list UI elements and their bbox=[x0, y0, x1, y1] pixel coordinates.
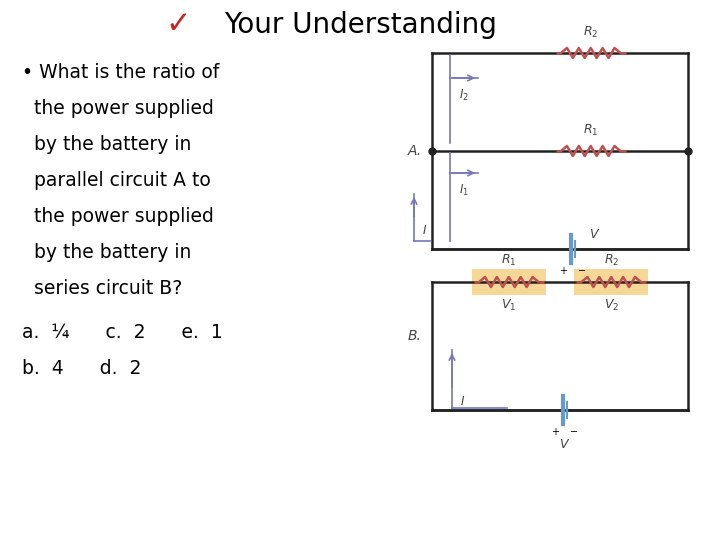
Text: $R_2$: $R_2$ bbox=[603, 253, 619, 268]
Text: $V$: $V$ bbox=[559, 438, 571, 451]
Text: $I_2$: $I_2$ bbox=[459, 88, 469, 103]
Text: Your Understanding: Your Understanding bbox=[224, 11, 496, 39]
Text: series circuit B?: series circuit B? bbox=[22, 279, 182, 298]
Text: by the battery in: by the battery in bbox=[22, 242, 192, 261]
Text: • What is the ratio of: • What is the ratio of bbox=[22, 63, 220, 82]
Text: parallel circuit A to: parallel circuit A to bbox=[22, 171, 211, 190]
Text: $I$: $I$ bbox=[422, 224, 427, 237]
Text: $R_1$: $R_1$ bbox=[501, 253, 516, 268]
Text: $I$: $I$ bbox=[460, 395, 465, 408]
Text: $R_2$: $R_2$ bbox=[583, 25, 598, 40]
Bar bbox=[575, 269, 648, 295]
Text: $V_2$: $V_2$ bbox=[603, 298, 618, 313]
Text: −: − bbox=[570, 427, 578, 437]
Text: −: − bbox=[577, 266, 586, 276]
Text: +: + bbox=[559, 266, 567, 276]
Text: by the battery in: by the battery in bbox=[22, 134, 192, 153]
Text: $R_1$: $R_1$ bbox=[583, 123, 598, 138]
Text: $V$: $V$ bbox=[589, 228, 600, 241]
Text: +: + bbox=[551, 427, 559, 437]
Text: $V_1$: $V_1$ bbox=[501, 298, 516, 313]
Text: a.  ¼      c.  2      e.  1: a. ¼ c. 2 e. 1 bbox=[22, 322, 222, 341]
Bar bbox=[472, 269, 546, 295]
Text: A.: A. bbox=[408, 144, 422, 158]
Text: B.: B. bbox=[408, 329, 422, 343]
Text: b.  4      d.  2: b. 4 d. 2 bbox=[22, 359, 141, 377]
Text: ✓: ✓ bbox=[166, 10, 191, 39]
Text: $I_1$: $I_1$ bbox=[459, 183, 469, 198]
Text: the power supplied: the power supplied bbox=[22, 206, 214, 226]
Text: the power supplied: the power supplied bbox=[22, 98, 214, 118]
